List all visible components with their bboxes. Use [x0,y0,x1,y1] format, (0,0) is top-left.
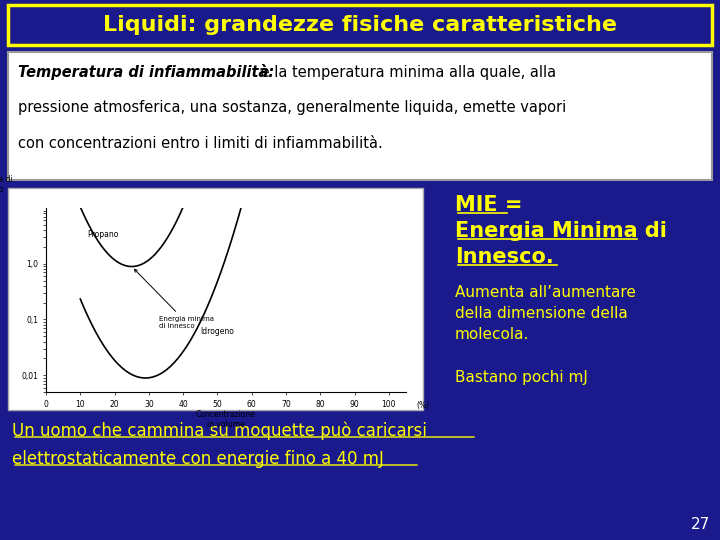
Text: Bastano pochi mJ: Bastano pochi mJ [455,370,588,385]
Text: è la temperatura minima alla quale, alla: è la temperatura minima alla quale, alla [256,64,556,80]
Text: Energia di
innesco
(mJ): Energia di innesco (mJ) [0,174,13,204]
Text: pressione atmosferica, una sostanza, generalmente liquida, emette vapori: pressione atmosferica, una sostanza, gen… [18,100,566,115]
Text: Innesco.: Innesco. [455,247,554,267]
X-axis label: Concentrazione
in volume: Concentrazione in volume [196,410,256,429]
Text: (%): (%) [417,401,430,410]
Text: Energia minima
di innesco: Energia minima di innesco [135,269,214,329]
Text: Temperatura di infiammabilità:: Temperatura di infiammabilità: [18,64,274,80]
Text: con concentrazioni entro i limiti di infiammabilità.: con concentrazioni entro i limiti di inf… [18,136,383,151]
Text: Un uomo che cammina su moquette può caricarsi: Un uomo che cammina su moquette può cari… [12,422,427,441]
Bar [8,188,423,410]
Text: Propano: Propano [87,230,119,239]
Text: Liquidi: grandezze fisiche caratteristiche: Liquidi: grandezze fisiche caratteristic… [103,15,617,35]
Text: Aumenta all’aumentare
della dimensione della
molecola.: Aumenta all’aumentare della dimensione d… [455,285,636,342]
Text: elettrostaticamente con energie fino a 40 mJ: elettrostaticamente con energie fino a 4… [12,450,384,468]
Bar [8,5,712,45]
Text: 27: 27 [690,517,710,532]
Bar [8,52,712,180]
Text: MIE =: MIE = [455,195,523,215]
Text: Idrogeno: Idrogeno [200,327,234,336]
Text: Energia Minima di: Energia Minima di [455,221,667,241]
